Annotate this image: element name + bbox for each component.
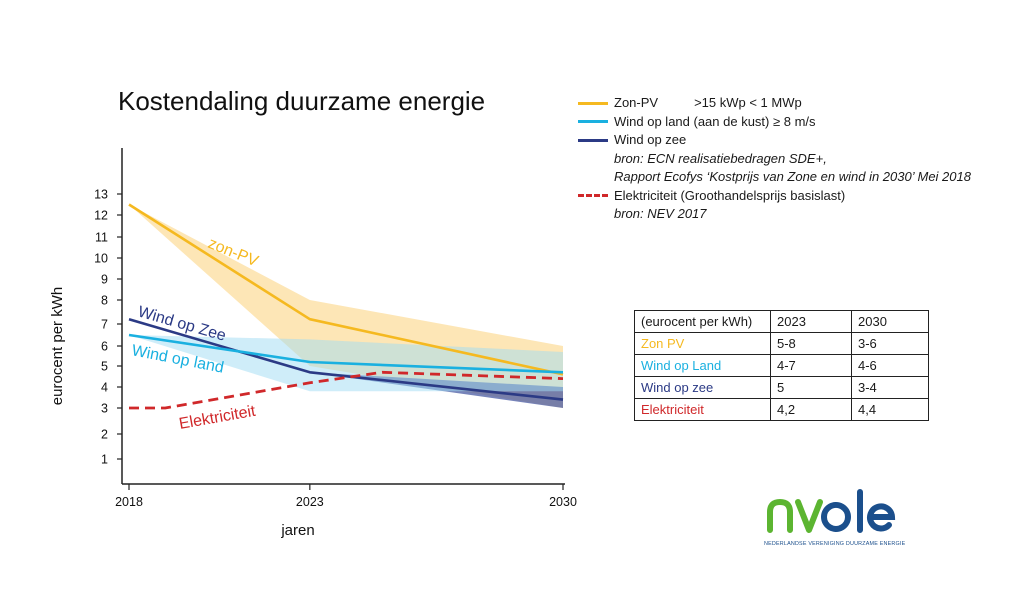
table-header-row: (eurocent per kWh) 2023 2030 [634,310,929,333]
legend-label-elektriciteit: Elektriciteit (Groothandelsprijs basisla… [614,187,846,203]
legend-swatch-elektriciteit [578,194,608,198]
legend-swatch-wind-land [578,120,608,124]
y-tick-label: 3 [101,402,108,416]
y-tick-label: 7 [101,318,108,332]
axes-layer [121,148,565,485]
table-cell: 3-4 [851,376,929,399]
y-tick-label: 10 [94,252,108,266]
legend: Zon-PV >15 kWp < 1 MWp Wind op land (aan… [578,94,971,224]
table-row: Zon PV 5-8 3-6 [634,332,929,355]
logo-letter-d [821,489,863,533]
legend-item-elektriciteit: Elektriciteit (Groothandelsprijs basisla… [578,187,971,206]
legend-item-zon-pv: Zon-PV >15 kWp < 1 MWp [578,94,971,113]
y-tick-label: 4 [101,381,108,395]
table-row: Wind op zee 5 3-4 [634,376,929,399]
table-cell: 4,4 [851,398,929,421]
legend-extra-zon-pv: >15 kWp < 1 MWp [694,95,802,110]
y-tick-label: 6 [101,340,108,354]
chart-title: Kostendaling duurzame energie [118,86,486,116]
y-tick-label: 13 [94,188,108,202]
y-tick-label: 1 [101,453,108,467]
table-row-label: Elektriciteit [634,398,771,421]
legend-source-1: bron: ECN realisatiebedragen SDE+, [614,150,827,166]
y-tick-label: 9 [101,273,108,287]
table-row-label: Zon PV [634,332,771,355]
legend-swatch-zon-pv [578,101,608,105]
legend-source-2: Rapport Ecofys ‘Kostprijs van Zone en wi… [614,169,971,184]
table-row-label: Wind op zee [634,376,771,399]
x-tick-label: 2030 [549,495,577,509]
table-cell: 3-6 [851,332,929,355]
y-tick-label: 12 [94,209,108,223]
nvde-logo: NEDERLANDSE VERENIGING DUURZAME ENERGIE [764,489,906,547]
table-cell: 5-8 [770,332,852,355]
table-row: Wind op Land 4-7 4-6 [634,354,929,377]
table-cell: 5 [770,376,852,399]
logo-letter-n [767,498,793,533]
y-axis-label: eurocent per kWh [49,287,66,405]
x-tick-label: 2018 [115,495,143,509]
x-tick-layer: 2018 2023 2030 [115,484,577,509]
table-header-cell: (eurocent per kWh) [634,310,771,333]
y-tick-label: 5 [101,360,108,374]
legend-source-3: bron: NEV 2017 [614,206,707,221]
legend-swatch-wind-zee [578,138,608,142]
series-line-elektriciteit [129,370,564,410]
legend-label-wind-land: Wind op land (aan de kust) ≥ 8 m/s [614,113,816,129]
series-line-wind-op-zee [128,317,564,401]
y-tick-label: 8 [101,294,108,308]
table-row: Elektriciteit 4,2 4,4 [634,398,929,421]
y-tick-label: 11 [95,231,108,245]
legend-label-zon-pv: Zon-PV [614,95,659,110]
annotation-elektriciteit: Elektriciteit [178,403,258,433]
series-layer [128,203,564,410]
legend-item-wind-land: Wind op land (aan de kust) ≥ 8 m/s [578,113,971,132]
table-cell: 4-7 [770,354,852,377]
legend-item-wind-zee: Wind op zee [578,131,971,150]
table-header-cell: 2030 [851,310,929,333]
table-header-cell: 2023 [770,310,852,333]
x-axis-label: jaren [280,522,314,539]
logo-letter-e [867,503,896,532]
table-cell: 4-6 [851,354,929,377]
table-row-label: Wind op Land [634,354,771,377]
logo-subtitle: NEDERLANDSE VERENIGING DUURZAME ENERGIE [764,541,906,547]
x-tick-label: 2023 [296,495,324,509]
logo-letter-v [795,499,823,533]
series-line-zon-pv [128,203,564,376]
table-cell: 4,2 [770,398,852,421]
legend-label-wind-zee: Wind op zee [614,132,687,147]
series-line-wind-op-land [128,333,564,374]
y-tick-label: 2 [101,428,108,442]
cost-table: (eurocent per kWh) 2023 2030 Zon PV 5-8 … [634,310,929,421]
